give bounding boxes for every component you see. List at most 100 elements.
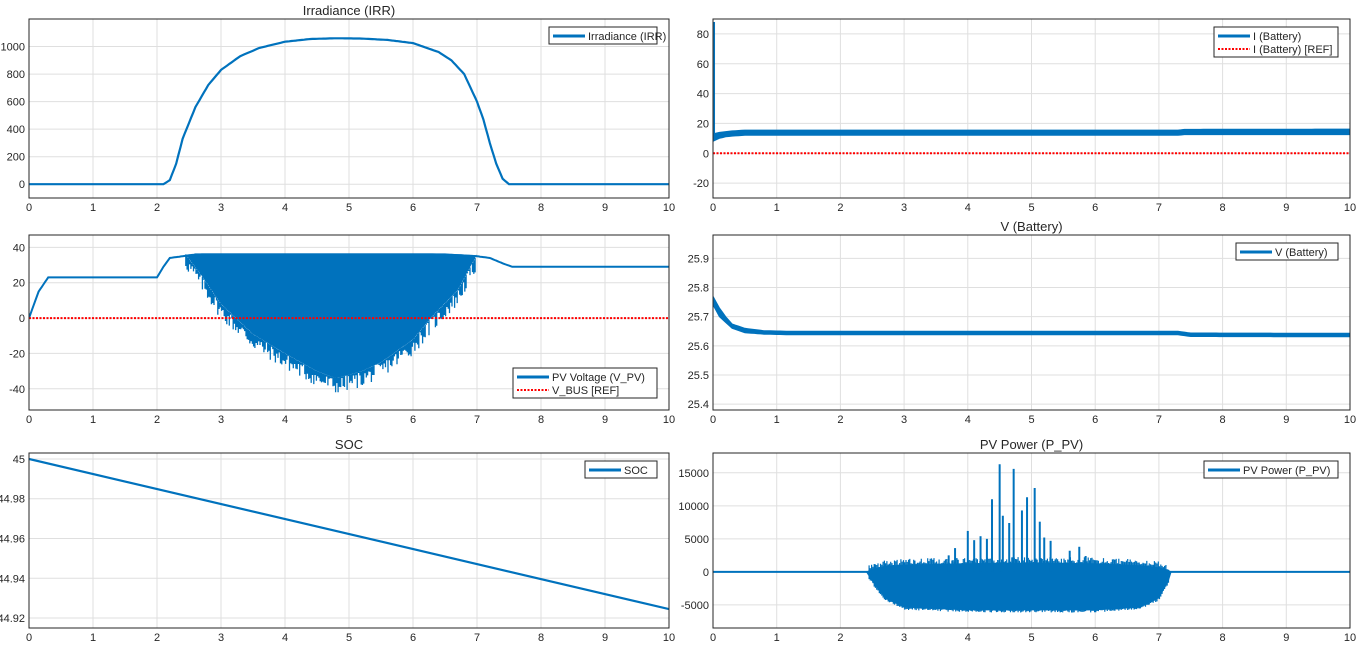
data-layer bbox=[713, 296, 1350, 338]
x-tick-label: 10 bbox=[663, 414, 675, 426]
legend: I (Battery)I (Battery) [REF] bbox=[1213, 26, 1339, 58]
x-tick-label: 4 bbox=[282, 414, 288, 426]
x-tick-label: 3 bbox=[218, 202, 224, 214]
y-tick-label: 44.98 bbox=[0, 494, 25, 506]
x-tick-label: 3 bbox=[218, 632, 224, 644]
data-layer bbox=[29, 37, 669, 186]
x-tick-label: 2 bbox=[154, 202, 160, 214]
y-tick-label: 10000 bbox=[678, 501, 709, 513]
x-tick-label: 1 bbox=[774, 202, 780, 214]
y-tick-label: 80 bbox=[697, 29, 709, 41]
y-tick-label: 5000 bbox=[685, 534, 709, 546]
y-tick-label: 15000 bbox=[678, 468, 709, 480]
legend-label: V_BUS [REF] bbox=[552, 385, 619, 397]
series-4-1-band bbox=[713, 296, 1350, 338]
x-tick-label: 6 bbox=[1092, 202, 1098, 214]
x-tick-label: 2 bbox=[154, 632, 160, 644]
y-tick-label: 44.92 bbox=[0, 613, 25, 625]
x-tick-label: 7 bbox=[474, 202, 480, 214]
chart-panel-6: 0 1 2 3 4 5 6 7 8 9 10 -5000 0 5000 10000 15000 PV Power… bbox=[678, 437, 1356, 644]
y-tick-label: -20 bbox=[693, 178, 709, 190]
x-tick-label: 6 bbox=[410, 202, 416, 214]
x-tick-label: 9 bbox=[602, 202, 608, 214]
series-2-1-band bbox=[713, 128, 1350, 142]
x-tick-label: 8 bbox=[1220, 202, 1226, 214]
x-tick-label: 0 bbox=[710, 202, 716, 214]
x-tick-label: 10 bbox=[1344, 202, 1356, 214]
x-tick-label: 9 bbox=[1283, 632, 1289, 644]
legend-box bbox=[1235, 242, 1339, 261]
y-tick-label: 0 bbox=[703, 148, 709, 160]
x-tick-label: 6 bbox=[1092, 414, 1098, 426]
x-tick-label: 9 bbox=[602, 632, 608, 644]
x-tick-label: 5 bbox=[1028, 202, 1034, 214]
y-tick-label: 25.7 bbox=[688, 312, 709, 324]
x-tick-label: 4 bbox=[965, 632, 971, 644]
x-tick-label: 7 bbox=[1156, 632, 1162, 644]
legend-label: SOC bbox=[624, 465, 648, 477]
legend-label: PV Power (P_PV) bbox=[1243, 465, 1330, 477]
x-tick-label: 8 bbox=[1220, 632, 1226, 644]
x-tick-label: 5 bbox=[346, 414, 352, 426]
x-tick-label: 7 bbox=[1156, 202, 1162, 214]
y-tick-label: 44.96 bbox=[0, 534, 25, 546]
x-tick-label: 0 bbox=[710, 414, 716, 426]
y-tick-label: -40 bbox=[9, 384, 25, 396]
x-tick-label: 4 bbox=[965, 414, 971, 426]
x-tick-label: 2 bbox=[154, 414, 160, 426]
x-tick-label: 7 bbox=[1156, 414, 1162, 426]
series-3-1-oscillation-band bbox=[185, 253, 478, 379]
y-tick-label: 20 bbox=[13, 278, 25, 290]
x-tick-label: 4 bbox=[282, 202, 288, 214]
x-tick-label: 8 bbox=[1220, 414, 1226, 426]
x-tick-label: 0 bbox=[26, 414, 32, 426]
legend-label: V (Battery) bbox=[1275, 247, 1328, 259]
legend-box bbox=[1203, 460, 1339, 479]
legend-label: I (Battery) [REF] bbox=[1253, 44, 1332, 56]
x-tick-label: 4 bbox=[282, 632, 288, 644]
y-tick-label: 25.4 bbox=[688, 399, 709, 411]
x-tick-label: 8 bbox=[538, 414, 544, 426]
legend-label: Irradiance (IRR) bbox=[588, 31, 666, 43]
x-tick-label: 1 bbox=[774, 632, 780, 644]
series-6-1-oscillation-band bbox=[865, 562, 1172, 611]
axes-box bbox=[712, 18, 1351, 199]
data-layer bbox=[29, 253, 669, 393]
x-tick-label: 5 bbox=[1028, 632, 1034, 644]
x-tick-label: 10 bbox=[1344, 632, 1356, 644]
y-tick-label: 0 bbox=[703, 567, 709, 579]
y-tick-label: -5000 bbox=[681, 600, 709, 612]
y-tick-label: 25.9 bbox=[688, 253, 709, 265]
legend-box bbox=[512, 367, 658, 399]
x-tick-label: 5 bbox=[1028, 414, 1034, 426]
x-tick-label: 4 bbox=[965, 202, 971, 214]
x-tick-label: 5 bbox=[346, 202, 352, 214]
y-tick-label: 25.5 bbox=[688, 370, 709, 382]
legend: PV Power (P_PV) bbox=[1203, 460, 1339, 479]
y-tick-label: 0 bbox=[19, 179, 25, 191]
x-tick-label: 7 bbox=[474, 414, 480, 426]
legend-box bbox=[548, 26, 658, 45]
y-tick-label: 25.8 bbox=[688, 283, 709, 295]
x-tick-label: 2 bbox=[837, 202, 843, 214]
axes-box bbox=[712, 234, 1351, 411]
y-tick-label: 45 bbox=[13, 454, 25, 466]
x-tick-label: 8 bbox=[538, 202, 544, 214]
data-layer bbox=[713, 21, 1350, 155]
grid-lines bbox=[28, 19, 670, 198]
x-tick-label: 1 bbox=[90, 632, 96, 644]
series-1-1-line bbox=[29, 37, 669, 186]
legend-box bbox=[1213, 26, 1339, 58]
x-tick-label: 3 bbox=[901, 632, 907, 644]
x-tick-label: 0 bbox=[710, 632, 716, 644]
chart-title: PV Power (P_PV) bbox=[980, 437, 1083, 452]
legend: PV Voltage (V_PV)V_BUS [REF] bbox=[512, 367, 658, 399]
y-tick-label: 20 bbox=[697, 118, 709, 130]
chart-panel-1: 0 1 2 3 4 5 6 7 8 9 10 0 200 400 600 800 1000 Irradiance … bbox=[1, 3, 676, 214]
legend: V (Battery) bbox=[1235, 242, 1339, 261]
x-tick-label: 1 bbox=[90, 202, 96, 214]
x-tick-label: 8 bbox=[538, 632, 544, 644]
